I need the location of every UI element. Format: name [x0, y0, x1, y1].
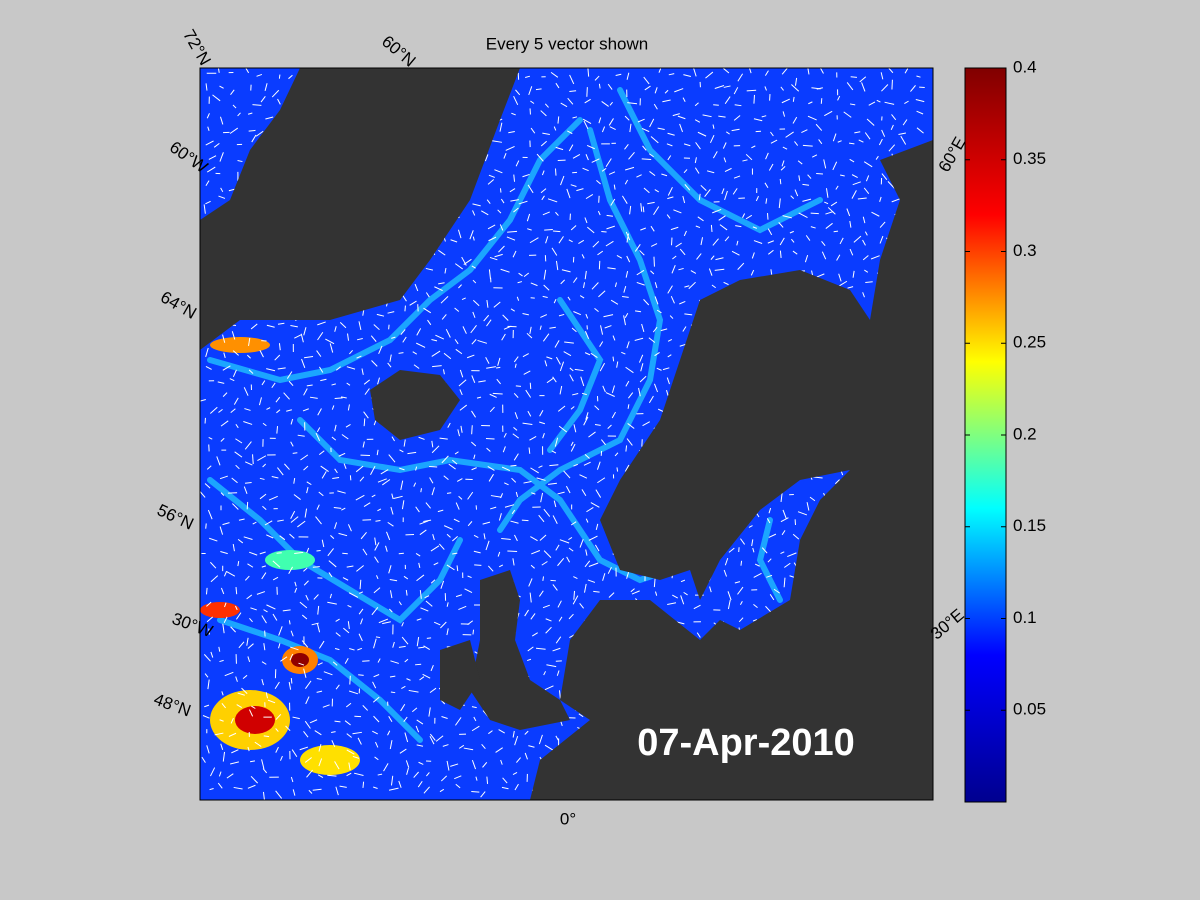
colorbar-tick-label: 0.1 [1013, 608, 1037, 627]
title: Every 5 vector shown [486, 34, 649, 53]
grid-label: 0° [560, 809, 576, 828]
colorbar-ticks: 0.05 0.1 0.15 0.2 0.25 0.3 0.35 0.4 [965, 57, 1046, 719]
colorbar-tick-label: 0.4 [1013, 57, 1037, 76]
map-frame [199, 67, 934, 801]
colorbar-tick-label: 0.35 [1013, 149, 1046, 168]
map [200, 68, 933, 800]
date-label: 07-Apr-2010 [637, 722, 855, 764]
colorbar [964, 67, 1007, 803]
colorbar-tick-label: 0.05 [1013, 700, 1046, 719]
colorbar-tick-label: 0.2 [1013, 424, 1037, 443]
ireland [440, 640, 480, 710]
colorbar-tick-label: 0.15 [1013, 516, 1046, 535]
colorbar-tick-label: 0.3 [1013, 241, 1037, 260]
iceland [370, 370, 460, 440]
colorbar-tick-label: 0.25 [1013, 333, 1046, 352]
britain [470, 570, 570, 730]
